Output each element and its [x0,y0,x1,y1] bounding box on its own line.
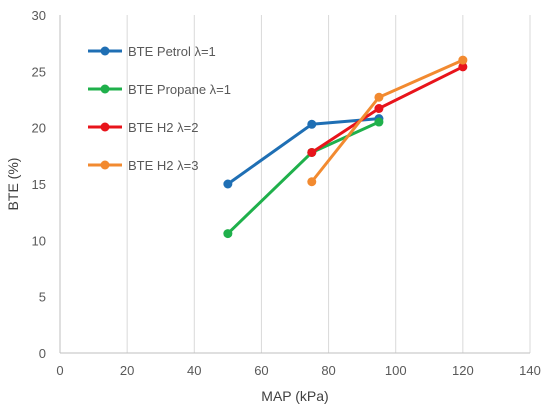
axes [59,15,530,354]
grid [126,15,531,353]
series-0 [223,114,384,189]
legend: BTE Petrol λ=1 BTE Propane λ=1 BTE H2 λ=2 B… [88,44,231,173]
y-tick-label: 25 [32,64,46,79]
y-tick-label: 5 [39,290,46,305]
x-tick-label: 20 [120,363,134,378]
legend-item-3: BTE H2 λ=3 [88,158,198,173]
legend-label: BTE Propane λ=1 [128,82,231,97]
x-tick-label: 140 [519,363,541,378]
x-tick-label: 120 [452,363,474,378]
data-point [374,104,384,114]
series-line [226,117,380,186]
data-point [223,229,233,239]
y-tick-label: 10 [32,233,46,248]
legend-item-0: BTE Petrol λ=1 [88,44,216,59]
legend-swatch-marker [100,84,110,94]
data-point [458,62,468,72]
x-tick-label: 100 [385,363,407,378]
series-1 [223,117,384,239]
series-3 [307,55,468,187]
x-axis-title: MAP (kPa) [261,388,328,404]
y-axis-title: BTE (%) [5,158,21,211]
legend-swatch-marker [100,160,110,170]
legend-swatch-marker [100,122,110,132]
legend-item-2: BTE H2 λ=2 [88,120,198,135]
y-tick-labels: 0 5 10 15 20 25 30 [32,8,46,361]
x-tick-label: 60 [254,363,268,378]
y-tick-label: 0 [39,346,46,361]
series-group [223,55,468,239]
x-tick-label: 40 [187,363,201,378]
x-tick-labels: 0 20 40 60 80 100 120 140 [56,363,540,378]
legend-label: BTE H2 λ=3 [128,158,198,173]
legend-item-1: BTE Propane λ=1 [88,82,231,97]
data-point [374,117,384,127]
y-tick-label: 30 [32,8,46,23]
series-line [310,65,464,154]
legend-swatch-marker [100,46,110,56]
y-tick-label: 15 [32,177,46,192]
legend-label: BTE H2 λ=2 [128,120,198,135]
y-tick-label: 20 [32,121,46,136]
data-point [307,119,317,129]
series-2 [307,62,468,157]
x-tick-label: 0 [56,363,63,378]
data-point [374,92,384,102]
data-point [307,177,317,187]
data-point [307,147,317,157]
x-tick-label: 80 [321,363,335,378]
data-point [223,179,233,189]
legend-label: BTE Petrol λ=1 [128,44,216,59]
data-point [458,55,468,65]
series-line [226,120,380,235]
